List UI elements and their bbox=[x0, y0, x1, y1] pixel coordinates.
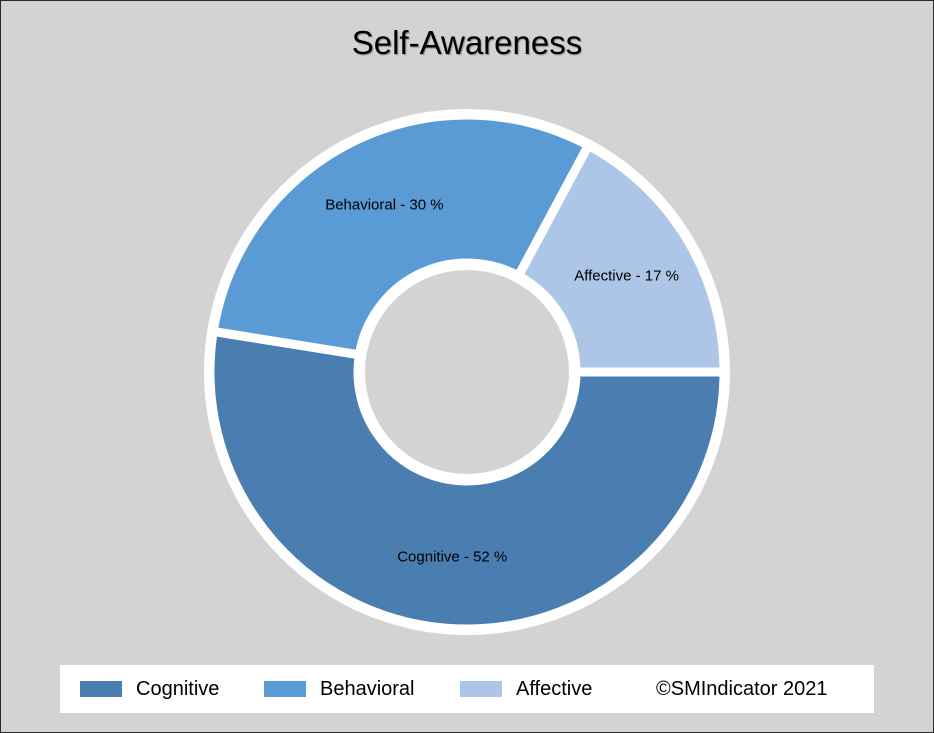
legend-swatch-affective bbox=[460, 681, 502, 697]
donut-hole bbox=[355, 260, 579, 484]
copyright-text: ©SMIndicator 2021 bbox=[656, 677, 828, 700]
legend-item-behavioral: Behavioral bbox=[264, 665, 415, 713]
legend-swatch-behavioral bbox=[264, 681, 306, 697]
slice-label-cognitive: Cognitive - 52 % bbox=[397, 548, 507, 565]
legend-label-affective: Affective bbox=[516, 677, 593, 700]
legend-label-behavioral: Behavioral bbox=[320, 677, 415, 700]
legend: Cognitive Behavioral Affective ©SMIndica… bbox=[60, 665, 874, 713]
legend-label-cognitive: Cognitive bbox=[136, 677, 220, 700]
legend-item-affective: Affective bbox=[460, 665, 592, 713]
slice-label-affective: Affective - 17 % bbox=[574, 267, 679, 284]
slice-label-behavioral: Behavioral - 30 % bbox=[325, 196, 443, 213]
legend-swatch-cognitive bbox=[80, 681, 122, 697]
chart-title: Self-Awareness bbox=[351, 24, 583, 61]
legend-item-cognitive: Cognitive bbox=[80, 665, 219, 713]
